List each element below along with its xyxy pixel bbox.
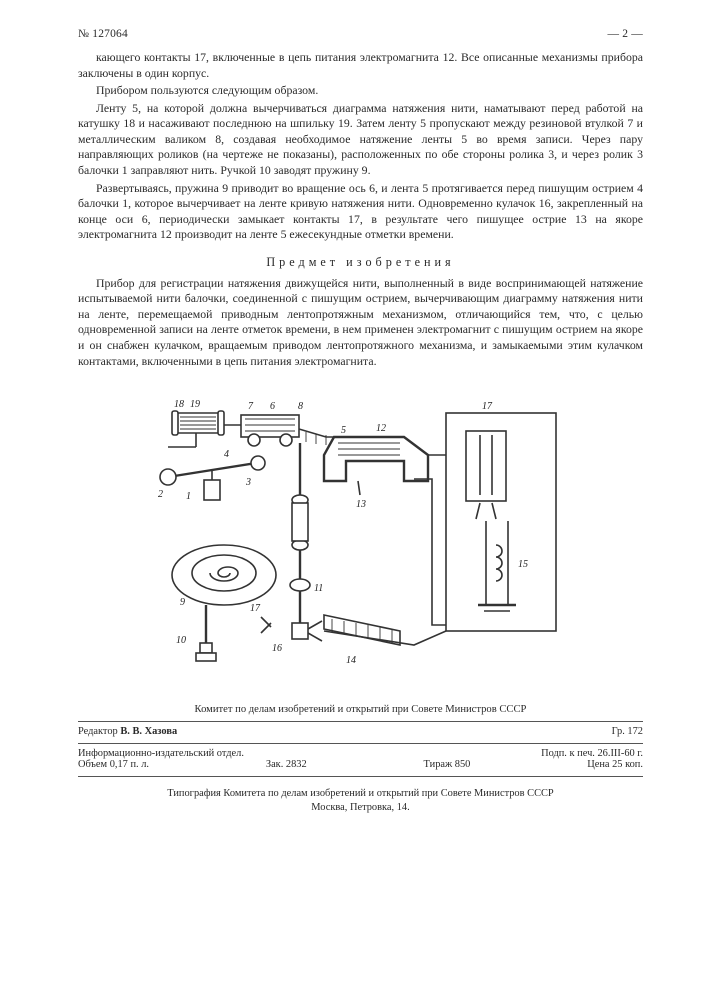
claim-para: Прибор для регистрации натяжения движуще…	[78, 276, 643, 369]
editor-label: Редактор	[78, 726, 118, 737]
para-4: Развертываясь, пружина 9 приводит во вра…	[78, 181, 643, 243]
label-11: 11	[314, 583, 323, 594]
rule-1	[78, 721, 643, 722]
pub-dept: Информационно-издательский отдел.	[78, 748, 244, 759]
figure-svg: 18 19 7 6 8 5 2 1	[146, 385, 576, 685]
body-text: кающего контакты 17, включенные в цепь п…	[78, 50, 643, 243]
label-9: 9	[180, 597, 185, 608]
label-4: 4	[224, 449, 229, 460]
label-5: 5	[341, 425, 346, 436]
editor-name: В. В. Хазова	[120, 726, 177, 737]
label-16: 16	[272, 643, 282, 654]
para-3: Ленту 5, на которой должна вычерчиваться…	[78, 101, 643, 179]
label-17a: 17	[250, 603, 261, 614]
patent-number: № 127064	[78, 28, 128, 40]
label-15: 15	[518, 559, 528, 570]
typography-line2: Москва, Петровка, 14.	[78, 801, 643, 815]
committee-line: Комитет по делам изобретений и открытий …	[78, 704, 643, 715]
footer: Комитет по делам изобретений и открытий …	[78, 704, 643, 814]
label-3: 3	[245, 477, 251, 488]
page-number: — 2 —	[608, 28, 644, 40]
claim-text: Прибор для регистрации натяжения движуще…	[78, 276, 643, 369]
typography-line1: Типография Комитета по делам изобретений…	[78, 787, 643, 801]
volume: Объем 0,17 п. л.	[78, 759, 149, 770]
group: Гр. 172	[612, 726, 643, 737]
label-6: 6	[270, 401, 275, 412]
page-header: № 127064 — 2 —	[78, 28, 643, 40]
order: Зак. 2832	[266, 759, 307, 770]
label-8: 8	[298, 401, 303, 412]
label-1: 1	[186, 491, 191, 502]
typography: Типография Комитета по делам изобретений…	[78, 787, 643, 814]
para-1: кающего контакты 17, включенные в цепь п…	[78, 50, 643, 81]
label-14: 14	[346, 655, 356, 666]
tirazh: Тираж 850	[424, 759, 471, 770]
label-10: 10	[176, 635, 186, 646]
label-17b: 17	[482, 401, 493, 412]
editor: Редактор В. В. Хазова	[78, 726, 177, 737]
label-7: 7	[248, 401, 254, 412]
label-18: 18	[174, 399, 184, 410]
figure: 18 19 7 6 8 5 2 1	[146, 385, 576, 690]
label-13: 13	[356, 499, 366, 510]
para-2: Прибором пользуются следующим образом.	[78, 83, 643, 99]
rule-3	[78, 776, 643, 777]
label-12: 12	[376, 423, 386, 434]
label-2: 2	[158, 489, 163, 500]
sign-date: Подп. к печ. 26.III-60 г.	[541, 748, 643, 759]
label-19: 19	[190, 399, 200, 410]
section-title: Предмет изобретения	[78, 255, 643, 270]
price: Цена 25 коп.	[587, 759, 643, 770]
rule-2	[78, 743, 643, 744]
